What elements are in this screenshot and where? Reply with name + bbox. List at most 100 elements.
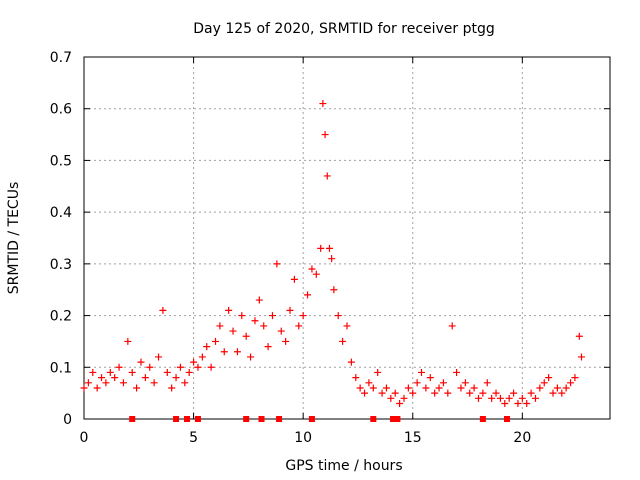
data-point — [361, 389, 369, 397]
plot-frame — [83, 56, 611, 420]
zero-marker — [308, 416, 315, 422]
data-point — [536, 384, 544, 392]
x-tick-label: 0 — [80, 430, 89, 446]
data-point — [155, 353, 163, 361]
axis-ticks: 0 0.1 0.2 0.3 0.4 0.5 0.6 0.7 0 5 10 15 20 — [50, 50, 610, 446]
data-points — [80, 100, 586, 422]
data-point — [264, 343, 272, 351]
y-tick-label: 0.6 — [50, 102, 72, 118]
grid — [84, 57, 610, 419]
zero-marker — [258, 416, 265, 422]
data-point — [308, 265, 316, 273]
data-point — [317, 244, 325, 252]
data-point — [404, 384, 412, 392]
data-point — [575, 332, 583, 340]
data-point — [448, 322, 456, 330]
zero-marker — [370, 416, 377, 422]
data-point — [356, 384, 364, 392]
data-point — [343, 322, 351, 330]
zero-marker — [243, 416, 250, 422]
data-point — [510, 389, 518, 397]
data-point — [514, 399, 522, 407]
data-point — [207, 363, 215, 371]
data-point — [369, 384, 377, 392]
data-point — [328, 255, 336, 263]
data-point — [80, 384, 88, 392]
data-point — [119, 379, 127, 387]
data-point — [203, 343, 211, 351]
data-point — [282, 337, 290, 345]
x-tick-label: 10 — [294, 430, 312, 446]
data-point — [347, 358, 355, 366]
data-point — [141, 374, 149, 382]
data-point — [571, 374, 579, 382]
data-point — [251, 317, 259, 325]
data-point — [418, 368, 426, 376]
data-point — [558, 389, 566, 397]
data-point — [562, 384, 570, 392]
data-point — [470, 384, 478, 392]
data-point — [242, 332, 250, 340]
data-point — [378, 389, 386, 397]
data-point — [216, 322, 224, 330]
data-point — [273, 260, 281, 268]
y-tick-label: 0.4 — [50, 205, 72, 221]
data-point — [578, 353, 586, 361]
data-point — [124, 337, 132, 345]
data-point — [492, 389, 500, 397]
data-point — [89, 368, 97, 376]
data-point — [453, 368, 461, 376]
data-point — [176, 363, 184, 371]
data-point — [352, 374, 360, 382]
data-point — [435, 384, 443, 392]
y-tick-label: 0.7 — [50, 50, 72, 66]
zero-marker — [173, 416, 180, 422]
x-tick-label: 15 — [404, 430, 422, 446]
zero-marker — [194, 416, 201, 422]
chart-title: Day 125 of 2020, SRMTID for receiver ptg… — [193, 21, 495, 37]
zero-marker — [129, 416, 136, 422]
data-point — [163, 368, 171, 376]
data-point — [439, 379, 447, 387]
data-point — [325, 244, 333, 252]
data-point — [339, 337, 347, 345]
data-point — [304, 291, 312, 299]
data-point — [159, 306, 167, 314]
data-point — [391, 389, 399, 397]
data-point — [98, 374, 106, 382]
zero-marker — [479, 416, 486, 422]
data-point — [106, 368, 114, 376]
data-point — [323, 172, 331, 180]
data-point — [115, 363, 123, 371]
data-point — [181, 379, 189, 387]
data-point — [466, 389, 474, 397]
data-point — [198, 353, 206, 361]
data-point — [479, 389, 487, 397]
data-point — [475, 394, 482, 402]
data-point — [172, 374, 180, 382]
data-point — [483, 379, 491, 387]
data-point — [277, 327, 285, 335]
data-point — [290, 275, 298, 283]
data-point — [150, 379, 158, 387]
data-point — [334, 312, 342, 320]
y-tick-label: 0 — [63, 412, 72, 428]
y-axis-label: SRMTID / TECUs — [6, 182, 22, 295]
data-point — [185, 368, 193, 376]
y-tick-label: 0.3 — [50, 257, 72, 273]
zero-marker — [276, 416, 283, 422]
data-point — [212, 337, 219, 345]
data-point — [93, 384, 101, 392]
data-point — [549, 389, 557, 397]
data-point — [523, 399, 531, 407]
data-point — [431, 389, 439, 397]
data-point — [387, 394, 395, 402]
data-point — [295, 322, 303, 330]
data-point — [374, 368, 382, 376]
data-point — [225, 306, 233, 314]
data-point — [247, 353, 255, 361]
data-point — [553, 384, 561, 392]
data-point — [330, 286, 338, 294]
data-point — [444, 389, 452, 397]
